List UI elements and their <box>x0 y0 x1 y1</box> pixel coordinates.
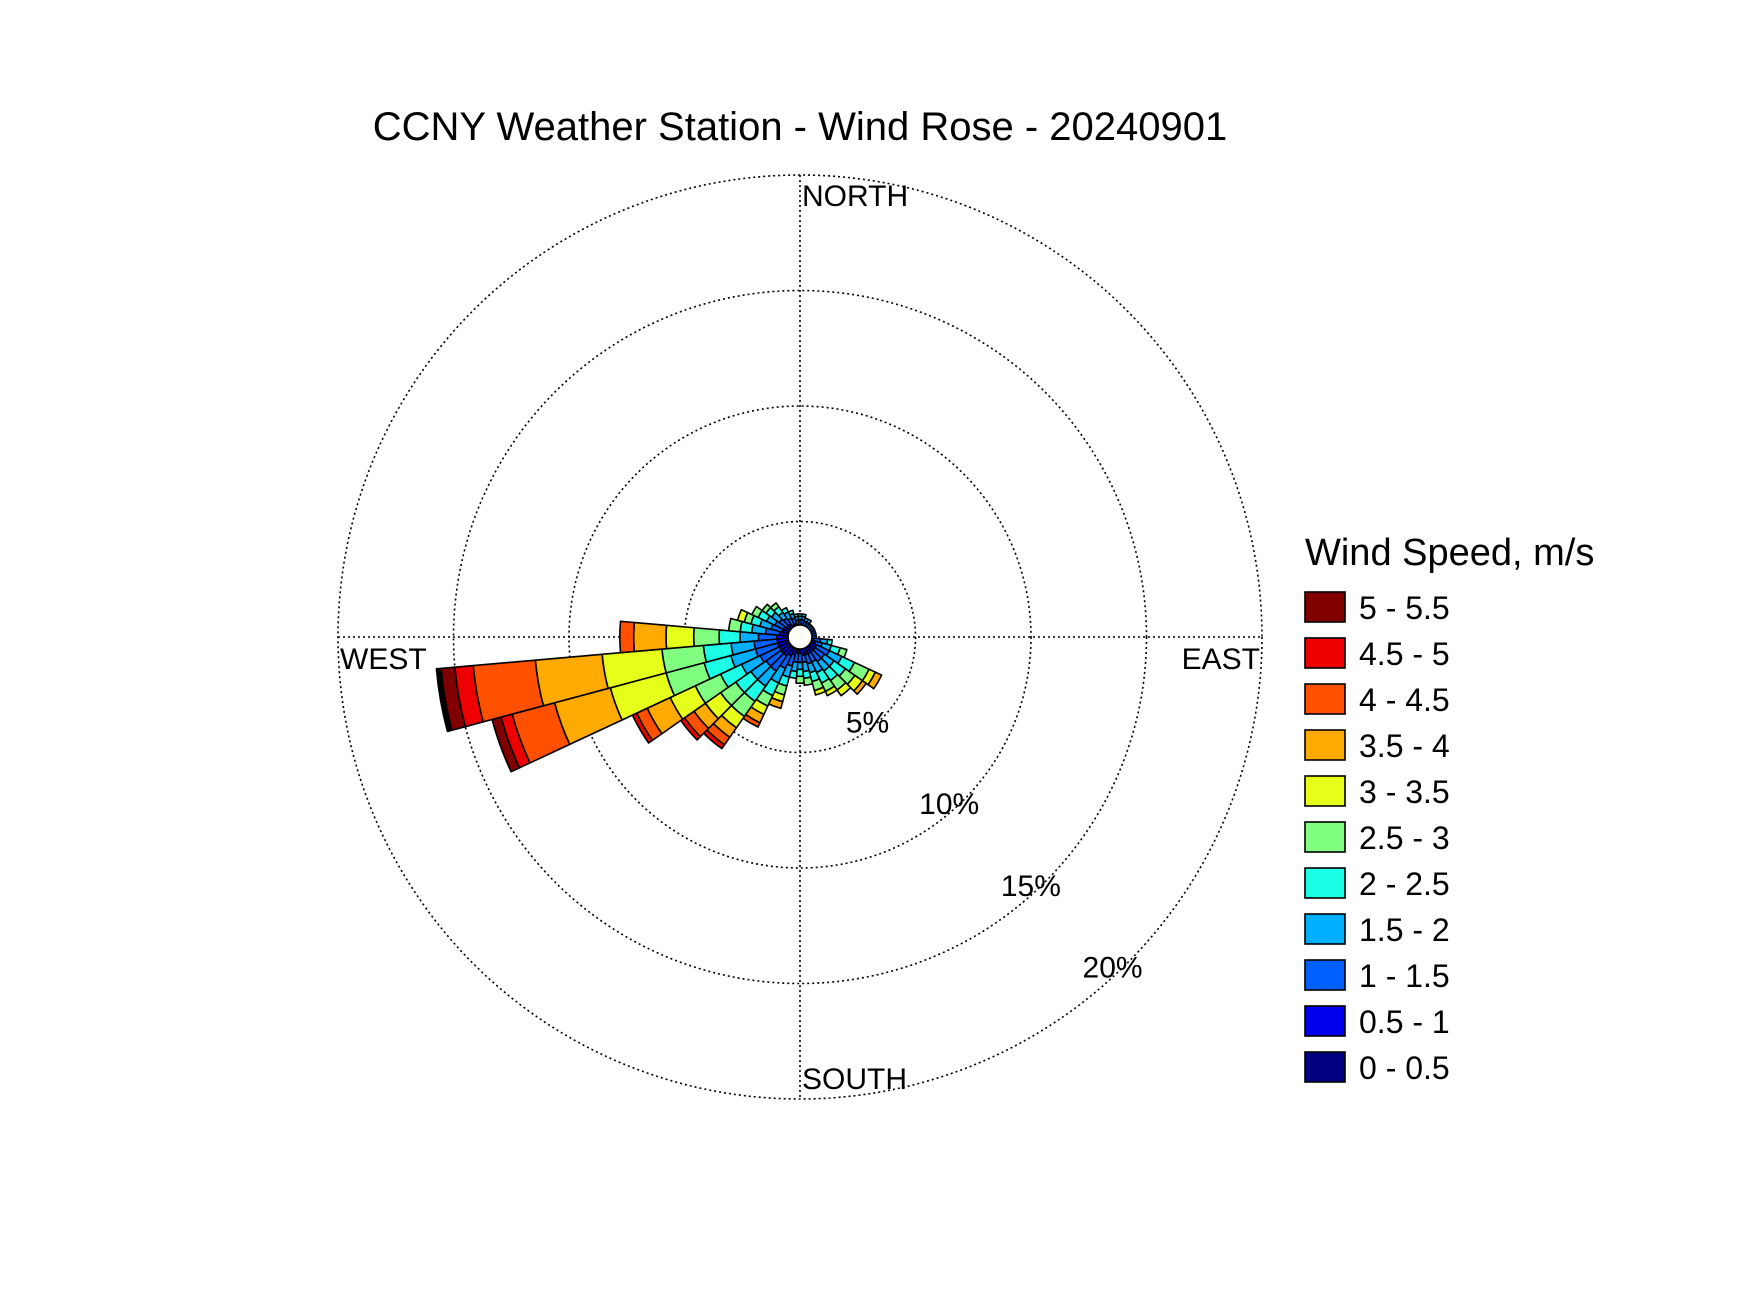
wedge-350-bin-4 <box>793 613 799 618</box>
wedge-270-bin-5 <box>692 626 721 648</box>
wedge-280-bin-5 <box>727 617 743 633</box>
legend-label-1: 4.5 - 5 <box>1359 636 1450 672</box>
radial-tick-labels: 5% 10% 15% 20% <box>846 707 1143 985</box>
legend-swatch-6 <box>1304 867 1346 899</box>
legend-swatch-10 <box>1304 1051 1346 1083</box>
wedge-290-bin-6 <box>736 608 749 623</box>
chart-title: CCNY Weather Station - Wind Rose - 20240… <box>373 105 1228 149</box>
south-label: SOUTH <box>802 1063 907 1096</box>
north-label: NORTH <box>802 180 908 213</box>
wedge-140-bin-6 <box>836 681 852 697</box>
west-label: WEST <box>340 643 427 676</box>
wedge-320-bin-5 <box>769 602 780 612</box>
tick-label-20: 20% <box>1083 952 1143 985</box>
wedge-120-bin-7 <box>867 671 883 690</box>
wedge-10-bin-4 <box>801 613 807 618</box>
legend-swatch-8 <box>1304 959 1346 991</box>
wedge-130-bin-7 <box>853 679 868 695</box>
center-hub <box>787 624 813 650</box>
legend-swatch-3 <box>1304 729 1346 761</box>
wedge-170-bin-5 <box>802 676 814 687</box>
legend-label-0: 5 - 5.5 <box>1359 590 1450 626</box>
legend-swatch-0 <box>1304 591 1346 623</box>
legend-label-7: 1.5 - 2 <box>1359 912 1450 948</box>
legend-label-6: 2 - 2.5 <box>1359 866 1450 902</box>
legend-swatch-5 <box>1304 821 1346 853</box>
east-label: EAST <box>1182 643 1260 676</box>
legend-label-10: 0 - 0.5 <box>1359 1050 1450 1086</box>
legend: Wind Speed, m/s 5 - 5.5 4.5 - 5 4 - 4.5 3.5… <box>1304 532 1594 1086</box>
wedge-310-bin-5 <box>761 603 772 614</box>
tick-label-5: 5% <box>846 707 889 740</box>
legend-label-2: 4 - 4.5 <box>1359 682 1450 718</box>
tick-label-10: 10% <box>919 788 979 821</box>
wedge-270-bin-8 <box>619 620 636 654</box>
grid-circle-15 <box>452 289 1148 985</box>
legend-items: 5 - 5.5 4.5 - 5 4 - 4.5 3.5 - 4 3 - 3.5 2.5 -… <box>1304 590 1450 1086</box>
legend-title: Wind Speed, m/s <box>1305 532 1594 574</box>
tick-label-15: 15% <box>1001 870 1061 903</box>
legend-swatch-9 <box>1304 1005 1346 1037</box>
legend-label-9: 0.5 - 1 <box>1359 1004 1450 1040</box>
legend-label-4: 3 - 3.5 <box>1359 774 1450 810</box>
wedge-180-bin-5 <box>795 675 805 684</box>
wedge-30-bin-3 <box>806 618 813 625</box>
wedge-300-bin-5 <box>751 605 763 619</box>
legend-swatch-4 <box>1304 775 1346 807</box>
wedge-260-bin-11 <box>435 667 453 733</box>
wedge-330-bin-4 <box>780 606 790 616</box>
legend-label-3: 3.5 - 4 <box>1359 728 1450 764</box>
wedge-270-bin-6 <box>665 624 695 650</box>
legend-swatch-2 <box>1304 683 1346 715</box>
legend-label-5: 2.5 - 3 <box>1359 820 1450 856</box>
legend-swatch-7 <box>1304 913 1346 945</box>
legend-swatch-1 <box>1304 637 1346 669</box>
wedge-340-bin-4 <box>787 609 795 616</box>
grid-circle-5 <box>683 520 917 754</box>
legend-label-8: 1 - 1.5 <box>1359 958 1450 994</box>
wedge-150-bin-6 <box>824 685 838 697</box>
wind-rose-wedges <box>435 602 883 773</box>
wedge-160-bin-6 <box>813 686 827 696</box>
wedge-270-bin-7 <box>632 621 668 653</box>
